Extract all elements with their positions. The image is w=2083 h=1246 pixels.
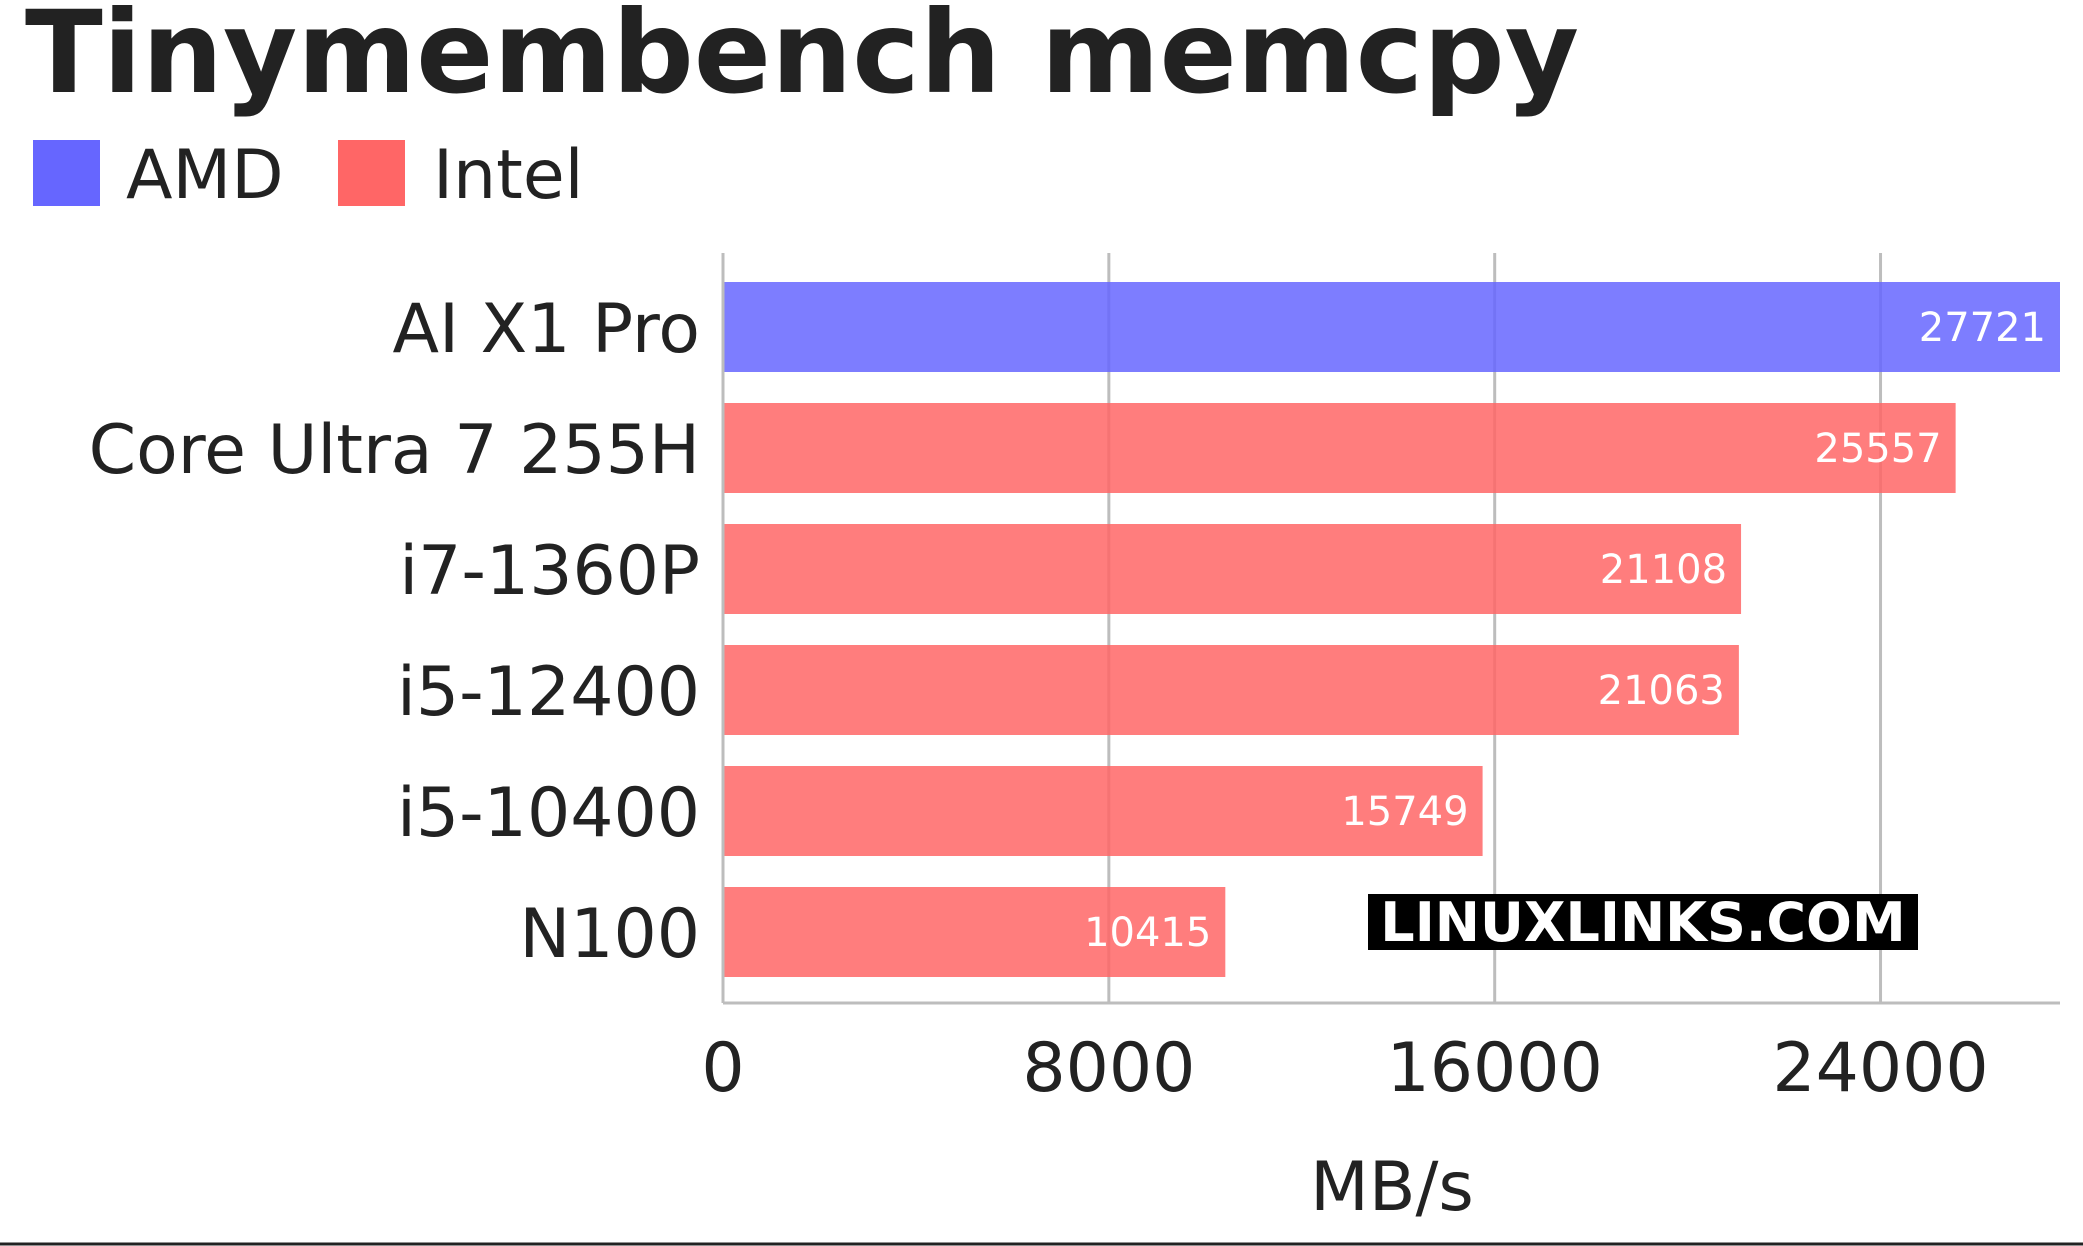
bar-n100	[723, 887, 1226, 977]
legend: AMD Intel	[33, 136, 584, 215]
watermark-text: LINUXLINKS.COM	[1380, 891, 1905, 954]
value-label-ai-x1-pro: 27721	[1919, 305, 2046, 351]
chart-title: Tinymembench memcpy	[25, 0, 1579, 119]
value-label-i5-10400: 15749	[1341, 789, 1468, 835]
legend-label-amd: AMD	[126, 136, 284, 215]
legend-swatch-amd	[33, 140, 100, 206]
bar-i7-1360p	[723, 524, 1742, 614]
bar-i5-10400	[723, 766, 1483, 856]
bar-core-ultra-7-255h	[723, 403, 1956, 493]
bar-ai-x1-pro	[723, 282, 2060, 372]
category-label-i5-12400: i5-12400	[397, 653, 700, 732]
value-label-n100: 10415	[1084, 910, 1211, 956]
x-axis-title: MB/s	[1310, 1148, 1474, 1227]
x-tick-label-16000: 16000	[1387, 1029, 1603, 1108]
plot-area: 27721 AI X1 Pro 25557 Core Ultra 7 255H 2110…	[89, 253, 2060, 1108]
category-label-n100: N100	[519, 895, 700, 974]
category-label-i7-1360p: i7-1360P	[399, 532, 700, 611]
legend-label-intel: Intel	[433, 136, 584, 215]
category-label-i5-10400: i5-10400	[397, 774, 700, 853]
value-label-core-ultra-7-255h: 25557	[1814, 426, 1941, 472]
watermark: LINUXLINKS.COM	[1368, 891, 1918, 954]
x-tick-label-0: 0	[701, 1029, 744, 1108]
category-label-ai-x1-pro: AI X1 Pro	[392, 290, 700, 369]
watermark-background	[1368, 894, 1918, 950]
legend-swatch-intel	[338, 140, 405, 206]
bar-i5-12400	[723, 645, 1739, 735]
value-label-i7-1360p: 21108	[1600, 547, 1727, 593]
x-tick-label-8000: 8000	[1022, 1029, 1195, 1108]
category-label-core-ultra-7-255h: Core Ultra 7 255H	[89, 411, 700, 490]
x-tick-label-24000: 24000	[1772, 1029, 1988, 1108]
value-label-i5-12400: 21063	[1598, 668, 1725, 714]
